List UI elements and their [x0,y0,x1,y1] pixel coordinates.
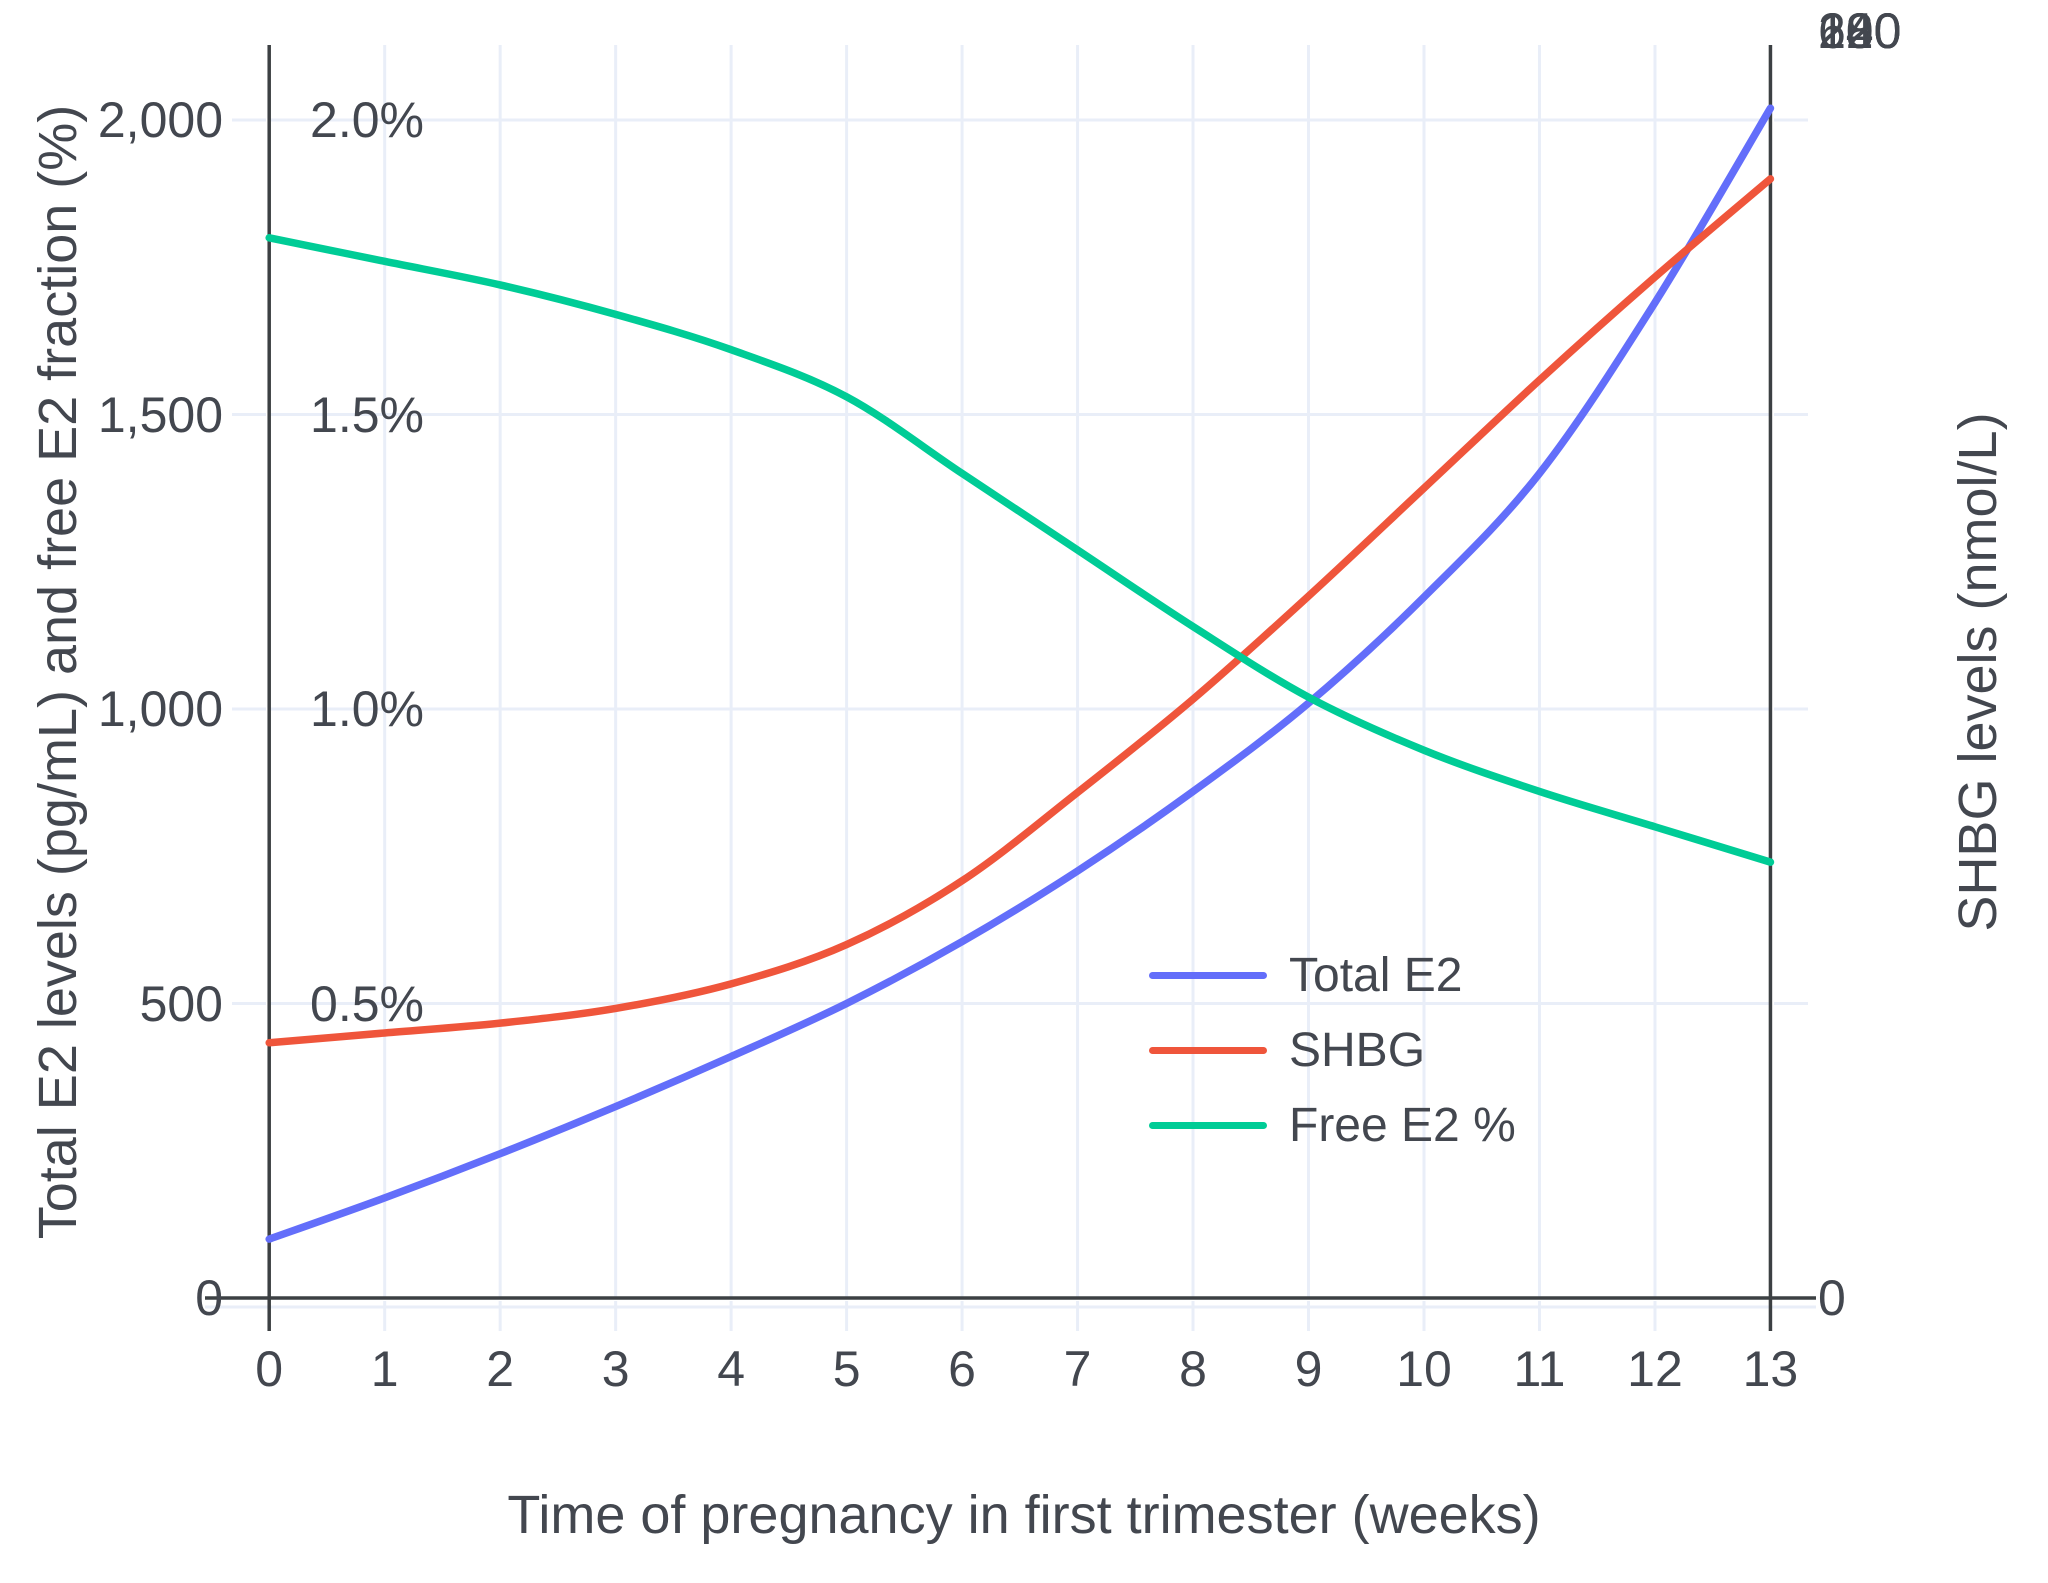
x-axis-tick-label: 10 [1396,1341,1452,1397]
x-axis-tick-label: 8 [1179,1341,1207,1397]
x-axis-tick-label: 7 [1063,1341,1092,1397]
legend-item-total-e2: Total E2 [1149,944,1462,1006]
x-axis-tick-label: 5 [832,1341,861,1397]
x-axis-tick-label: 0 [255,1341,284,1397]
x-axis-tick-label: 12 [1627,1341,1683,1397]
y-axis-left-tick-label: 0 [195,1270,223,1326]
y-axis-left-tick-label: 1,500 [97,386,223,443]
y-axis-right-tick-label: 120 [1818,3,1902,59]
legend-swatch-total-e2 [1149,971,1267,979]
percent-annotation: 1.0% [310,681,424,737]
x-axis-tick-label: 13 [1742,1341,1799,1397]
y-axis-right-tick-label: 60 [1818,3,1874,59]
legend-label-free-e2: Free E2 % [1289,1098,1516,1152]
y-axis-right-title: SHBG levels (nmol/L) [1948,412,2008,932]
legend-item-shbg: SHBG [1149,1019,1425,1081]
legend-swatch-shbg [1149,1046,1267,1054]
x-axis-tick-label: 9 [1294,1341,1323,1397]
series-line-total-e2 [265,104,1775,1243]
y-axis-right-tick-label: 240 [1818,3,1902,59]
legend-item-free-e2: Free E2 % [1149,1094,1516,1156]
x-axis-tick-label: 6 [948,1341,976,1397]
y-axis-left-tick-label: 2,000 [97,92,223,148]
series-line-shbg [265,175,1775,1047]
x-axis-tick-label: 4 [717,1341,746,1397]
x-axis-tick-label: 3 [601,1341,630,1397]
y-axis-right-tick-label: 0 [1818,1270,1846,1326]
y-axis-left-tick-label: 1,000 [97,681,223,737]
legend-label-total-e2: Total E2 [1289,948,1463,1002]
x-axis-tick-label: 1 [370,1341,399,1397]
y-axis-right-tick-label: 180 [1818,3,1902,59]
percent-annotation: 0.5% [310,975,424,1032]
x-axis-tick-label: 11 [1513,1341,1566,1397]
percent-annotation: 1.5% [310,386,424,443]
y-axis-left-tick-label: 500 [139,975,223,1032]
x-axis-tick-label: 2 [486,1341,515,1397]
percent-annotation: 2.0% [310,92,424,148]
series-line-free-e2- [265,234,1775,866]
legend-swatch-free-e2 [1149,1121,1267,1129]
x-axis-title: Time of pregnancy in first trimester (we… [507,1485,1541,1545]
legend-label-shbg: SHBG [1289,1023,1426,1077]
